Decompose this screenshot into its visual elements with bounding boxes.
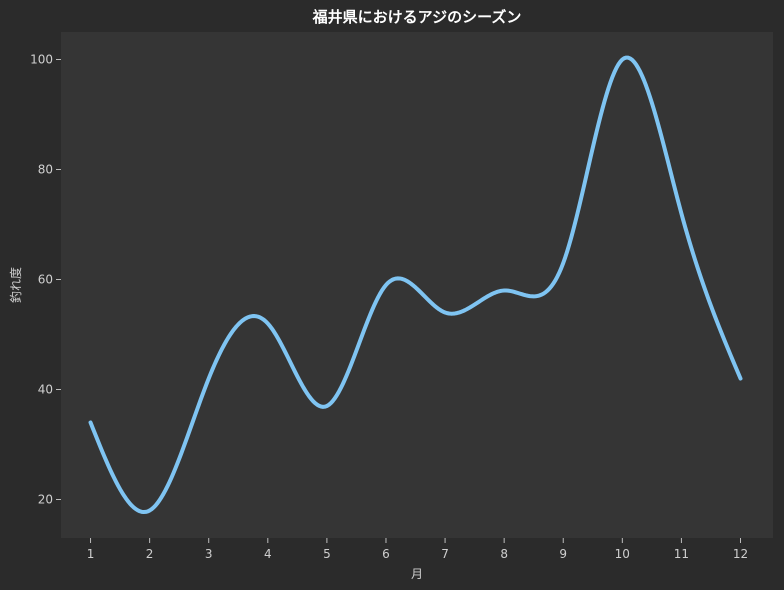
y-axis-label: 釣れ度 [8, 267, 23, 303]
chart-title: 福井県におけるアジのシーズン [312, 8, 522, 26]
plot-area [61, 32, 773, 538]
x-tick-label: 2 [146, 547, 154, 561]
x-tick-label: 1 [87, 547, 95, 561]
x-tick-label: 5 [323, 547, 331, 561]
y-tick-label: 40 [38, 383, 53, 397]
x-tick-label: 11 [674, 547, 689, 561]
y-tick-label: 60 [38, 273, 53, 287]
x-tick-label: 7 [441, 547, 449, 561]
x-tick-label: 12 [733, 547, 748, 561]
x-tick-label: 4 [264, 547, 272, 561]
x-tick-label: 6 [382, 547, 390, 561]
x-tick-label: 10 [615, 547, 630, 561]
y-tick-label: 20 [38, 493, 53, 507]
x-tick-label: 9 [559, 547, 567, 561]
x-tick-label: 3 [205, 547, 213, 561]
y-tick-label: 100 [30, 53, 53, 67]
series-line [88, 55, 743, 515]
x-tick-label: 8 [500, 547, 508, 561]
y-tick-label: 80 [38, 163, 53, 177]
x-axis-label: 月 [411, 567, 423, 581]
